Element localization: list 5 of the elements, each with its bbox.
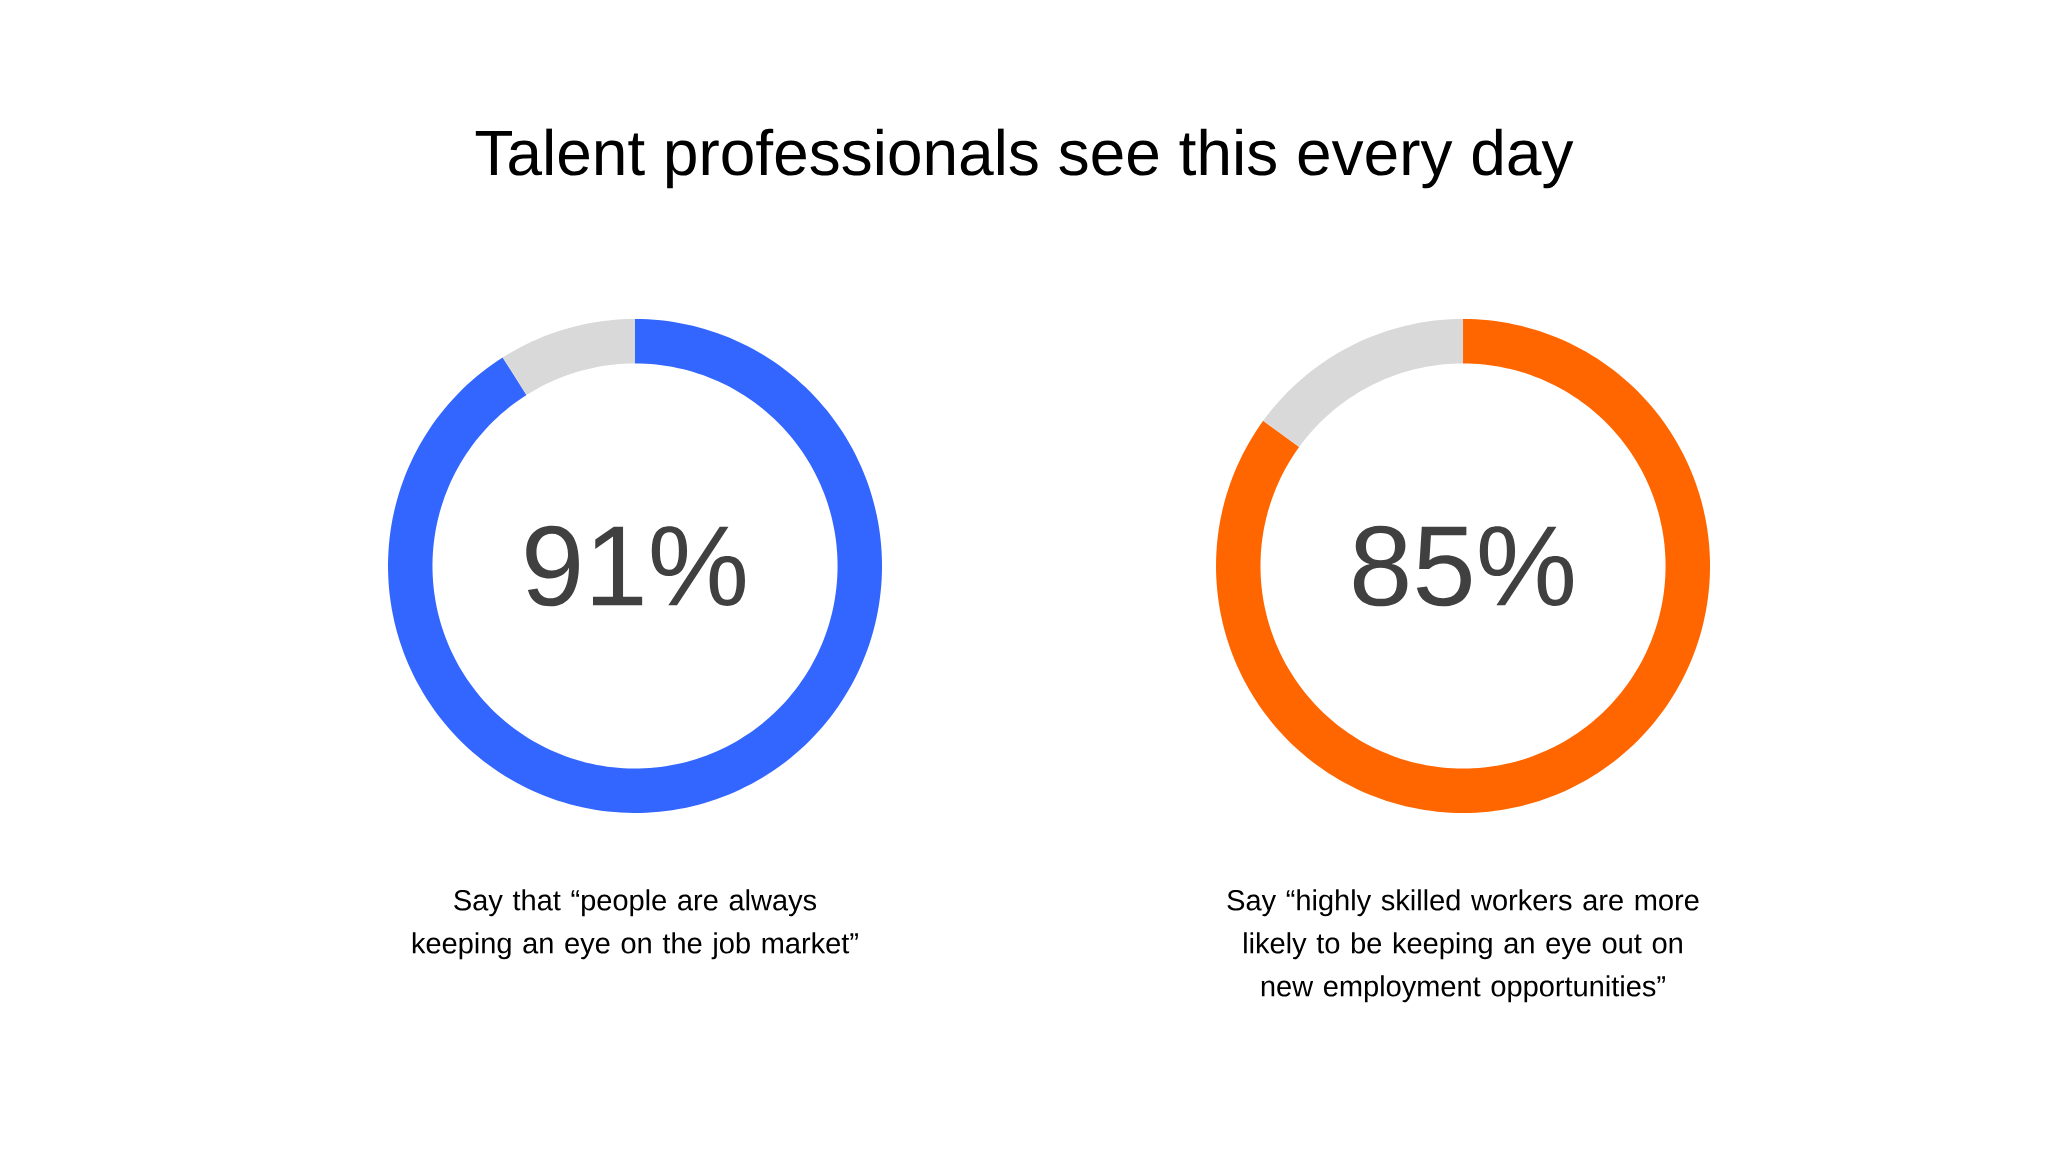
text: Say “highly skilled workers are more likely to be keeping an eye out on new employment opportunities” <box>1227 889 1699 1003</box>
text: Talent professionals see this every day <box>475 128 1574 189</box>
data-label: 91% <box>526 525 745 607</box>
data-label: 85% <box>1353 525 1574 607</box>
text: Say that “people are always keeping an eye on the job market” <box>412 889 858 960</box>
